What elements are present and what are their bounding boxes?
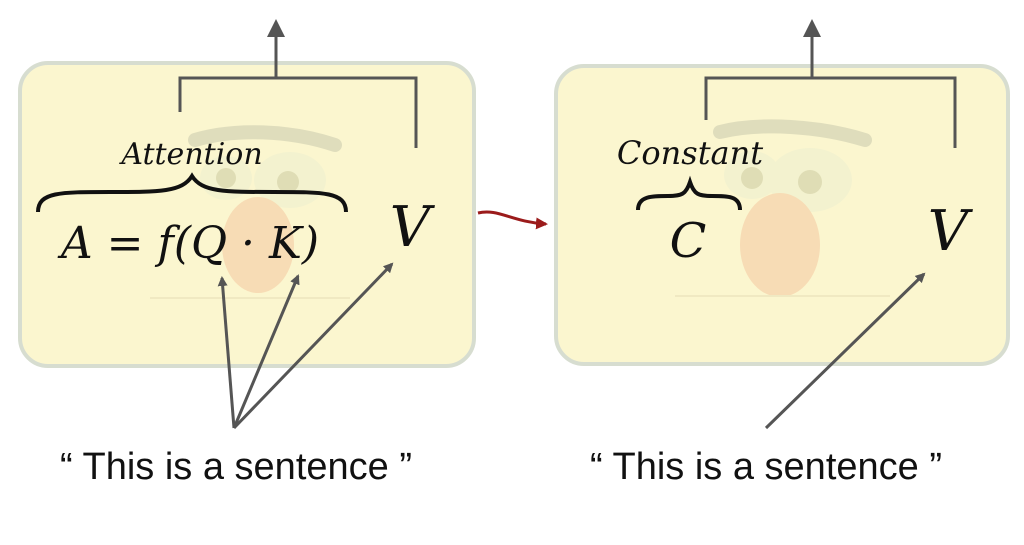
left-panel: Attention A = f(Q · K) V “ This is a sen… (18, 19, 476, 488)
right-arrow-to-v (764, 272, 926, 430)
right-face-illustration (675, 119, 890, 297)
right-constant-brace (636, 175, 742, 211)
transition-arrow (477, 210, 548, 230)
right-panel: Constant C V “ This is a sentence ” (554, 19, 1010, 488)
arrow-to-q (217, 276, 236, 429)
left-brace-label: Attention (118, 137, 262, 172)
left-face-nose (222, 197, 294, 293)
right-formula: C (670, 213, 707, 269)
left-formula: A = f(Q · K) (57, 218, 319, 269)
arrow-to-k (232, 274, 300, 429)
left-token-arrows (217, 262, 394, 430)
arrow-to-v (232, 262, 394, 430)
left-attention-brace (36, 172, 348, 213)
right-brace-label: Constant (617, 134, 763, 172)
right-value-symbol: V (928, 199, 974, 264)
right-face-nose (740, 193, 820, 297)
left-value-symbol: V (390, 195, 436, 260)
right-sentence: “ This is a sentence ” (590, 446, 942, 488)
left-sentence: “ This is a sentence ” (60, 446, 412, 488)
right-output-connector (704, 19, 957, 148)
left-output-connector (178, 19, 418, 148)
